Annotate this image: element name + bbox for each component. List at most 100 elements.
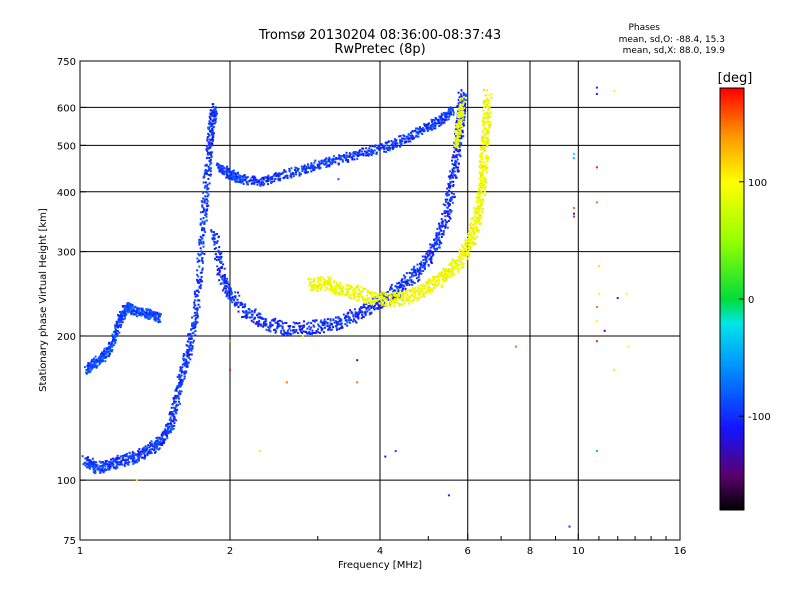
data-point xyxy=(329,319,332,322)
data-point xyxy=(108,353,111,355)
data-point xyxy=(98,363,101,366)
data-point xyxy=(303,324,306,327)
data-point xyxy=(430,255,433,258)
data-point xyxy=(454,261,457,264)
data-point xyxy=(207,122,210,125)
colorbar-strip xyxy=(720,239,744,241)
data-point xyxy=(395,139,398,142)
data-point xyxy=(323,283,326,286)
data-point xyxy=(469,248,472,251)
data-point xyxy=(405,296,408,299)
data-point xyxy=(211,136,214,139)
data-point xyxy=(277,179,280,182)
data-point xyxy=(318,165,321,168)
data-point xyxy=(415,130,418,133)
data-point xyxy=(193,301,196,304)
data-point xyxy=(394,450,397,453)
data-point xyxy=(459,255,462,258)
data-point xyxy=(181,382,184,385)
data-point xyxy=(262,317,265,320)
data-point xyxy=(438,227,441,230)
data-point xyxy=(310,326,313,329)
data-point xyxy=(419,288,421,291)
data-point xyxy=(329,281,331,284)
data-point xyxy=(274,331,277,334)
data-point xyxy=(217,235,220,238)
data-point xyxy=(444,277,447,280)
data-point xyxy=(457,139,460,141)
x-tick-label: 6 xyxy=(465,546,471,557)
data-point xyxy=(406,298,409,301)
data-point xyxy=(448,186,451,189)
data-point xyxy=(140,314,143,317)
colorbar-strip xyxy=(720,182,744,184)
data-point xyxy=(453,170,456,173)
data-point xyxy=(476,216,479,219)
data-point xyxy=(462,262,465,265)
data-point xyxy=(352,318,355,321)
data-point xyxy=(208,157,211,159)
data-point xyxy=(176,387,179,390)
data-point xyxy=(166,430,169,433)
colorbar-strip xyxy=(720,327,744,329)
data-point xyxy=(328,158,331,161)
data-point xyxy=(109,463,112,466)
data-point xyxy=(153,316,156,319)
colorbar-strip xyxy=(720,450,744,452)
data-point xyxy=(314,332,317,334)
y-tick-label: 200 xyxy=(57,332,76,343)
data-point xyxy=(430,262,433,264)
data-point xyxy=(281,171,284,174)
data-point xyxy=(219,170,222,173)
data-point xyxy=(82,463,85,466)
data-point xyxy=(200,271,203,274)
colorbar-strip xyxy=(720,262,744,264)
data-point xyxy=(213,132,215,135)
data-point xyxy=(442,225,445,227)
data-point xyxy=(457,124,460,126)
colorbar-strip xyxy=(720,94,744,96)
colorbar-strip xyxy=(720,324,744,326)
data-point xyxy=(116,461,119,464)
data-point xyxy=(211,151,214,154)
data-point xyxy=(368,297,371,300)
data-point xyxy=(455,265,458,268)
data-point xyxy=(346,293,349,296)
data-point xyxy=(420,263,422,265)
colorbar-strip xyxy=(720,445,744,447)
data-point xyxy=(452,196,455,199)
data-point xyxy=(326,283,329,285)
data-point xyxy=(307,166,310,169)
data-point xyxy=(214,108,217,111)
data-point xyxy=(323,163,326,166)
data-point xyxy=(413,298,416,301)
data-point xyxy=(295,166,298,169)
data-point xyxy=(134,460,137,463)
data-point xyxy=(230,171,232,174)
data-point xyxy=(477,230,480,233)
data-point xyxy=(443,112,446,115)
data-point xyxy=(422,270,425,272)
data-point xyxy=(157,317,160,320)
data-point xyxy=(458,146,461,148)
data-point xyxy=(379,296,382,298)
data-point xyxy=(280,320,283,323)
data-point xyxy=(223,277,226,280)
data-point xyxy=(478,207,481,210)
data-point xyxy=(420,264,423,267)
data-point xyxy=(180,371,183,374)
data-point xyxy=(451,195,454,198)
data-point xyxy=(448,115,451,118)
colorbar-strip xyxy=(720,222,744,224)
colorbar-strip xyxy=(720,474,744,476)
data-point xyxy=(434,117,437,119)
data-point xyxy=(346,288,349,291)
colorbar-strip xyxy=(720,316,744,318)
data-point xyxy=(414,129,416,132)
data-point xyxy=(209,118,212,121)
data-point xyxy=(228,288,231,291)
data-point xyxy=(161,442,164,444)
data-point xyxy=(208,134,211,137)
colorbar-strip xyxy=(720,151,744,153)
data-point xyxy=(124,309,127,312)
